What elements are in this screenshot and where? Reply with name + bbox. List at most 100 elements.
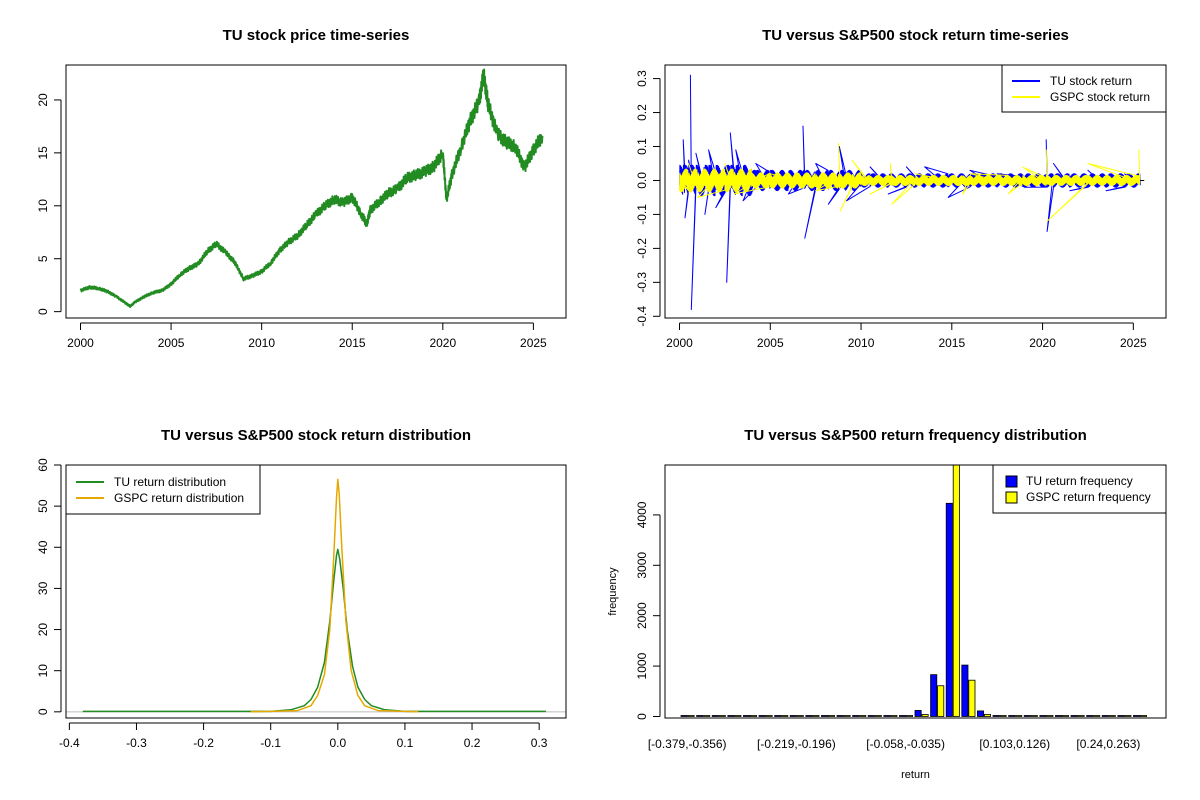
- plot-lines: [79, 68, 544, 308]
- legend-box: [65, 464, 261, 515]
- y-tick-label: 0: [635, 713, 649, 720]
- y-tick-label: 50: [36, 499, 50, 513]
- x-tick-label: 2025: [520, 336, 547, 350]
- bar-tu: [1023, 715, 1031, 717]
- bar-tu: [945, 502, 953, 717]
- series-line-gspc: [679, 142, 1141, 222]
- bar-gspc: [1077, 715, 1085, 717]
- y-tick-label: -0.4: [635, 306, 649, 327]
- bar-gspc: [952, 465, 960, 717]
- x-tick-label: -0.4: [59, 736, 80, 750]
- bar-tu: [852, 715, 860, 717]
- y-tick-label: 30: [36, 581, 50, 595]
- bar-gspc: [781, 715, 789, 717]
- y-tick-label: 3000: [635, 552, 649, 579]
- x-tick-label: 0.3: [531, 736, 548, 750]
- x-tick-label: [0.103,0.126): [979, 737, 1050, 751]
- y-tick-label: 0.2: [635, 104, 649, 121]
- y-tick-label: 4000: [635, 501, 649, 528]
- bar-gspc: [1140, 715, 1148, 717]
- plot-lines: [82, 478, 546, 713]
- legend-swatch: [1005, 491, 1018, 504]
- x-tick-label: 2000: [67, 336, 94, 350]
- bar-tu: [821, 715, 829, 717]
- chart-title: TU versus S&P500 stock return time-serie…: [762, 27, 1069, 44]
- x-tick-label: 2015: [938, 336, 965, 350]
- bar-gspc: [703, 715, 711, 717]
- bar-tu: [1101, 715, 1109, 717]
- x-tick-label: 2015: [339, 336, 366, 350]
- chart-title: TU versus S&P500 stock return distributi…: [161, 427, 471, 444]
- y-tick-label: 1000: [635, 652, 649, 679]
- y-tick-label: 20: [36, 623, 50, 637]
- x-axis-label: return: [901, 769, 930, 781]
- x-tick-label: 0.1: [397, 736, 414, 750]
- x-tick-label: 2005: [757, 336, 784, 350]
- bar-gspc: [796, 715, 804, 717]
- chart-panel-density: TU versus S&P500 stock return distributi…: [36, 427, 567, 750]
- x-tick-label: 0.2: [464, 736, 481, 750]
- bar-tu: [758, 715, 766, 717]
- x-tick-label: [-0.219,-0.196): [757, 737, 836, 751]
- bar-tu: [743, 715, 751, 717]
- bar-tu: [1039, 715, 1047, 717]
- bar-gspc: [1015, 715, 1023, 717]
- bar-gspc: [765, 715, 773, 717]
- bar-gspc: [984, 714, 992, 717]
- y-tick-label: 0: [36, 708, 50, 715]
- y-tick-label: 60: [36, 458, 50, 472]
- bar-gspc: [999, 715, 1007, 717]
- bar-tu: [914, 710, 922, 717]
- y-tick-label: 10: [36, 199, 50, 213]
- bar-tu: [711, 715, 719, 717]
- bar-gspc: [734, 715, 742, 717]
- y-tick-label: -0.2: [635, 238, 649, 259]
- bar-gspc: [890, 715, 898, 717]
- y-tick-label: 0: [36, 308, 50, 315]
- y-tick-label: 20: [36, 93, 50, 107]
- chart-title: TU stock price time-series: [223, 27, 410, 44]
- bar-tu: [1117, 715, 1125, 717]
- y-tick-label: 5: [36, 255, 50, 262]
- bar-gspc: [874, 715, 882, 717]
- bar-tu: [930, 674, 938, 717]
- bar-gspc: [1093, 715, 1101, 717]
- bar-gspc: [1108, 715, 1116, 717]
- legend-label: GSPC return distribution: [114, 491, 244, 505]
- bar-tu: [992, 715, 1000, 717]
- x-tick-label: 0.0: [329, 736, 346, 750]
- bar-gspc: [812, 715, 820, 717]
- bar-tu: [1070, 715, 1078, 717]
- x-tick-label: 2010: [848, 336, 875, 350]
- legend-box: [1001, 64, 1167, 113]
- legend-label: GSPC return frequency: [1026, 490, 1151, 504]
- bar-tu: [961, 664, 969, 717]
- bar-tu: [680, 715, 688, 717]
- bar-gspc: [687, 715, 695, 717]
- y-tick-label: 0.0: [635, 172, 649, 189]
- bar-tu: [774, 715, 782, 717]
- bar-gspc: [937, 685, 945, 717]
- plot-frame: [65, 64, 567, 319]
- bar-gspc: [1062, 715, 1070, 717]
- x-tick-label: -0.3: [126, 736, 147, 750]
- bar-gspc: [828, 715, 836, 717]
- legend-label: TU return distribution: [114, 475, 226, 489]
- chart-title: TU versus S&P500 return frequency distri…: [744, 427, 1087, 444]
- chart-panel-returns: TU versus S&P500 stock return time-serie…: [635, 27, 1167, 350]
- plot-lines: [679, 74, 1141, 310]
- bar-tu: [727, 715, 735, 717]
- bar-gspc: [750, 715, 758, 717]
- legend-box: [992, 464, 1167, 514]
- bar-tu: [1086, 715, 1094, 717]
- y-tick-label: -0.1: [635, 204, 649, 225]
- legend: TU return distribution GSPC return distri…: [65, 464, 261, 515]
- bar-gspc: [906, 715, 914, 717]
- legend: TU stock return GSPC stock return: [1001, 64, 1167, 113]
- bar-gspc: [718, 715, 726, 717]
- x-tick-label: 2000: [666, 336, 693, 350]
- bar-tu: [1133, 715, 1141, 717]
- x-tick-label: 2005: [158, 336, 185, 350]
- bar-gspc: [859, 715, 867, 717]
